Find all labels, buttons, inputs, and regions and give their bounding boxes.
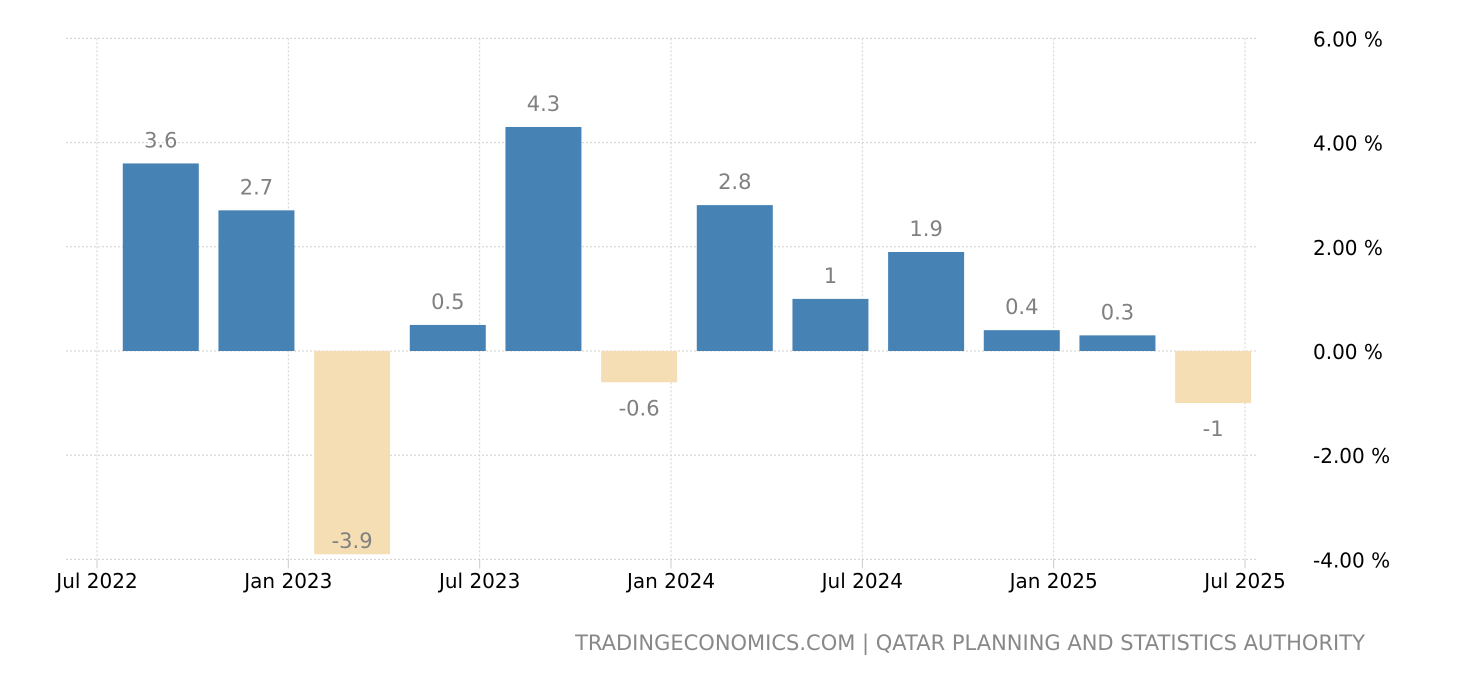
y-tick-label: 0.00 % bbox=[1313, 340, 1383, 364]
bar bbox=[505, 126, 582, 351]
data-label: 0.4 bbox=[1005, 295, 1038, 319]
data-label: -1 bbox=[1203, 417, 1224, 441]
x-tick-label: Jul 2024 bbox=[820, 569, 903, 593]
x-tick-label: Jul 2025 bbox=[1202, 569, 1285, 593]
bar bbox=[792, 298, 869, 351]
bar bbox=[696, 205, 773, 351]
data-label: -0.6 bbox=[619, 396, 660, 420]
bar bbox=[888, 252, 965, 351]
data-label: 4.3 bbox=[527, 92, 560, 116]
x-tick-label: Jul 2022 bbox=[54, 569, 137, 593]
source-footer: TRADINGECONOMICS.COM | QATAR PLANNING AN… bbox=[574, 631, 1365, 656]
y-axis: 6.00 % 4.00 % 2.00 % 0.00 % -2.00 % -4.00 % bbox=[1313, 27, 1390, 572]
x-tick-label: Jan 2023 bbox=[242, 569, 332, 593]
y-tick-label: 6.00 % bbox=[1313, 27, 1383, 51]
bar bbox=[1079, 335, 1156, 351]
data-label: 3.6 bbox=[144, 128, 177, 152]
bar bbox=[218, 210, 295, 351]
data-label: 2.8 bbox=[718, 170, 751, 194]
data-label: 2.7 bbox=[240, 175, 273, 199]
bar bbox=[409, 324, 486, 351]
x-tick-label: Jan 2024 bbox=[625, 569, 715, 593]
data-label: 1.9 bbox=[909, 217, 942, 241]
bar bbox=[983, 330, 1060, 351]
bar bbox=[314, 351, 391, 555]
data-label: 1 bbox=[824, 264, 837, 288]
bar bbox=[122, 163, 199, 351]
x-tick-label: Jan 2025 bbox=[1008, 569, 1098, 593]
data-label: 0.5 bbox=[431, 290, 464, 314]
y-tick-label: -2.00 % bbox=[1313, 444, 1390, 468]
x-tick-label: Jul 2023 bbox=[437, 569, 520, 593]
data-label: -3.9 bbox=[332, 529, 373, 553]
y-tick-label: 4.00 % bbox=[1313, 132, 1383, 156]
y-tick-label: -4.00 % bbox=[1313, 548, 1390, 572]
bars bbox=[122, 126, 1252, 555]
y-tick-label: 2.00 % bbox=[1313, 236, 1383, 260]
x-axis: Jul 2022 Jan 2023 Jul 2023 Jan 2024 Jul 2024… bbox=[54, 559, 1286, 593]
bar bbox=[601, 351, 678, 383]
bar bbox=[1175, 351, 1252, 404]
data-label: 0.3 bbox=[1101, 300, 1134, 324]
data-labels: 3.6 2.7 -3.9 0.5 4.3 -0.6 2.8 1 1.9 0.4 0.3 -1 bbox=[144, 92, 1224, 553]
